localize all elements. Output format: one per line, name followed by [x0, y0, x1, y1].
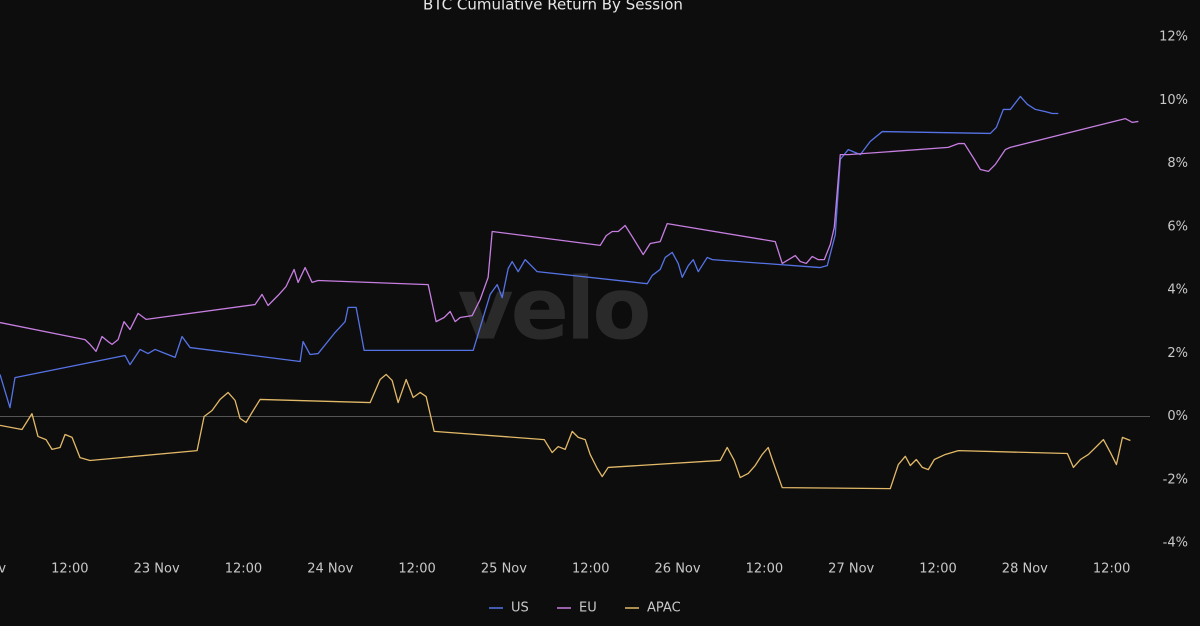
legend-label: US [511, 601, 529, 616]
x-tick-label: 12:00 [919, 562, 956, 577]
x-tick-label: 12:00 [225, 562, 262, 577]
y-tick-label: 0% [1167, 409, 1188, 424]
y-tick-label: 10% [1159, 93, 1188, 108]
y-tick-label: 4% [1167, 283, 1188, 298]
x-tick-label: 12:00 [1093, 562, 1130, 577]
series-line [0, 95, 1059, 409]
x-tick-label: 26 Nov [655, 562, 701, 577]
x-tick-label: 24 Nov [307, 562, 353, 577]
y-tick-label: -4% [1163, 536, 1188, 551]
x-tick-label: 23 Nov [134, 562, 180, 577]
x-tick-label: 12:00 [572, 562, 609, 577]
x-tick-label: 12:00 [51, 562, 88, 577]
x-tick-label: 22 Nov [0, 562, 6, 577]
legend-label: EU [579, 601, 597, 616]
y-tick-label: 2% [1167, 346, 1188, 361]
y-tick-label: -2% [1163, 472, 1188, 487]
series-line [0, 373, 1131, 490]
x-tick-label: 28 Nov [1002, 562, 1048, 577]
x-tick-label: 27 Nov [828, 562, 874, 577]
x-tick-label: 12:00 [746, 562, 783, 577]
watermark: velo [458, 259, 649, 359]
legend-label: APAC [647, 601, 681, 616]
series-line [0, 117, 1139, 352]
x-tick-label: 12:00 [398, 562, 435, 577]
y-tick-label: 6% [1167, 219, 1188, 234]
x-tick-label: 25 Nov [481, 562, 527, 577]
chart-title: BTC Cumulative Return By Session [423, 0, 683, 14]
y-tick-label: 12% [1159, 30, 1188, 45]
y-tick-label: 8% [1167, 156, 1188, 171]
